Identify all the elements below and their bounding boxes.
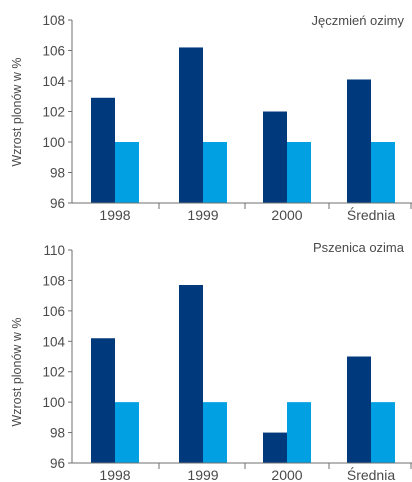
- x-tick-label: 1998: [99, 207, 130, 223]
- bar-light-4: [371, 142, 395, 203]
- bar-light-2: [203, 142, 227, 203]
- y-tick-label: 106: [42, 304, 65, 319]
- x-tick-label: 1998: [99, 467, 130, 482]
- bar-light-1: [115, 402, 139, 463]
- x-tick-label: Średnia: [347, 206, 395, 223]
- y-tick-label: 98: [50, 166, 65, 181]
- bar-light-2: [203, 402, 227, 463]
- panel-title: Jęczmień ozimy: [312, 13, 405, 28]
- bar-dark-1: [91, 338, 115, 463]
- chart-panel-winter-barley: Wzrost plonów w % Jęczmień ozimy 96 98 100…: [10, 13, 412, 223]
- y-tick-label: 96: [50, 196, 65, 211]
- bar-dark-3: [263, 111, 287, 203]
- bar-dark-2: [179, 47, 203, 204]
- bar-dark-3: [263, 432, 287, 463]
- y-tick-label: 100: [42, 395, 65, 410]
- x-tick-label: 2000: [271, 207, 302, 223]
- x-tick-label: Średnia: [347, 466, 395, 482]
- y-axis-label: Wzrost plonów w %: [10, 317, 24, 426]
- bar-dark-4: [347, 356, 371, 463]
- y-axis-label: Wzrost plonów w %: [10, 57, 24, 166]
- y-tick-label: 96: [50, 456, 65, 471]
- y-tick-label: 100: [42, 135, 65, 150]
- y-tick-label: 104: [42, 74, 65, 89]
- bar-dark-4: [347, 79, 371, 203]
- bar-light-4: [371, 402, 395, 463]
- y-tick-label: 98: [50, 426, 65, 441]
- bar-dark-2: [179, 284, 203, 463]
- x-tick-label: 1999: [187, 467, 218, 482]
- bar-light-3: [287, 142, 311, 203]
- y-tick-label: 110: [43, 243, 65, 258]
- bar-dark-1: [91, 97, 115, 203]
- panel-title: Pszenica ozima: [313, 240, 405, 255]
- y-tick-label: 108: [42, 273, 65, 288]
- y-tick-label: 102: [42, 365, 65, 380]
- y-tick-label: 104: [42, 334, 65, 349]
- bar-light-3: [287, 402, 311, 463]
- x-tick-label: 1999: [187, 207, 218, 223]
- y-tick-label: 108: [42, 13, 65, 28]
- bar-light-1: [115, 142, 139, 203]
- chart-panel-winter-wheat: Wzrost plonów w % Pszenica ozima 96 98 100…: [10, 240, 412, 482]
- x-tick-label: 2000: [271, 467, 302, 482]
- y-tick-label: 102: [42, 105, 65, 120]
- y-tick-label: 106: [42, 44, 65, 59]
